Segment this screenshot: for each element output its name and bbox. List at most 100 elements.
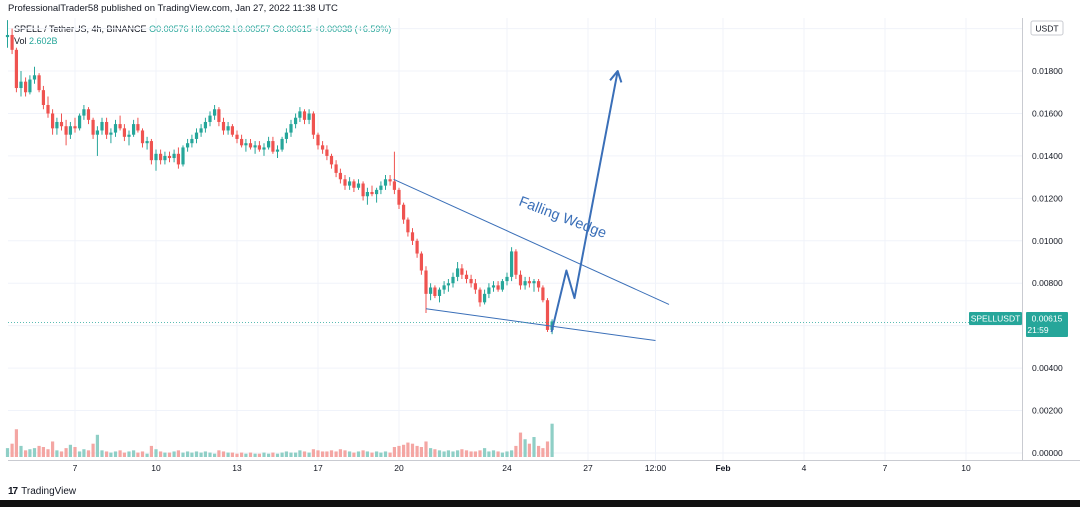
price-tick-label: 0.00000 xyxy=(1032,448,1063,458)
volume-bar xyxy=(50,441,55,457)
volume-bar xyxy=(203,451,208,457)
candle-body xyxy=(455,268,460,277)
volume-bar xyxy=(136,452,140,457)
time-tick-label: 24 xyxy=(502,463,512,473)
time-tick-label: 7 xyxy=(883,463,888,473)
volume-bar xyxy=(109,452,113,457)
candle-body xyxy=(464,274,469,279)
volume-bar xyxy=(163,452,167,457)
arrow-head-icon xyxy=(609,70,623,83)
volume-bar xyxy=(460,449,464,457)
volume-bar xyxy=(257,453,262,457)
candle-body xyxy=(46,105,50,114)
tradingview-footer[interactable]: 17 TradingView xyxy=(8,486,76,497)
volume-bar xyxy=(509,450,514,457)
volume-bar xyxy=(158,451,163,457)
volume-bar xyxy=(428,448,433,457)
candle-body xyxy=(10,34,14,50)
candle-body xyxy=(122,128,127,137)
candle-body xyxy=(50,113,55,129)
volume-bar xyxy=(361,450,365,457)
candle-body xyxy=(374,189,379,195)
candle-body xyxy=(401,204,406,220)
volume-bar xyxy=(59,451,64,457)
time-tick-label: 10 xyxy=(961,463,971,473)
volume-bar xyxy=(365,451,370,457)
candle-body xyxy=(37,75,41,91)
candle-body xyxy=(523,281,527,286)
price-tick-label: 0.01600 xyxy=(1032,108,1063,118)
volume-bar xyxy=(275,453,280,457)
volume-legend: Vol 2.602B xyxy=(14,36,58,46)
time-tick-label: 27 xyxy=(583,463,593,473)
volume-bar xyxy=(316,450,320,457)
volume-bar xyxy=(248,452,253,457)
currency-label: USDT xyxy=(1035,24,1058,34)
volume-bar xyxy=(356,451,361,457)
price-tick-label: 0.01800 xyxy=(1032,66,1063,76)
volume-bar xyxy=(41,447,46,457)
candle-body xyxy=(59,121,64,127)
volume-bars xyxy=(5,423,554,457)
candle-body xyxy=(365,192,370,197)
wedge-lines xyxy=(393,178,670,342)
candles xyxy=(5,20,554,335)
currency-badge[interactable]: USDT xyxy=(1030,20,1064,36)
candle-body xyxy=(383,179,388,186)
volume-bar xyxy=(167,452,172,457)
volume-label: Vol xyxy=(14,36,27,46)
candle-body xyxy=(68,126,73,135)
candle-body xyxy=(532,281,536,284)
candle-body xyxy=(239,138,244,146)
candle-body xyxy=(293,117,298,125)
time-tick-label: 20 xyxy=(394,463,404,473)
volume-bar xyxy=(55,450,59,457)
candle-body xyxy=(235,134,239,139)
volume-bar xyxy=(302,451,307,457)
candle-body xyxy=(248,143,253,148)
candle-body xyxy=(419,253,424,271)
volume-bar xyxy=(244,453,248,457)
volume-bar xyxy=(541,448,545,457)
volume-bar xyxy=(379,452,383,457)
volume-bar xyxy=(392,447,397,457)
volume-bar xyxy=(482,448,487,457)
candle-body xyxy=(181,147,185,165)
candle-body xyxy=(469,279,473,284)
volume-bar xyxy=(388,452,392,457)
volume-bar xyxy=(37,445,41,457)
volume-bar xyxy=(118,450,122,457)
volume-bar xyxy=(433,449,437,457)
price-axis[interactable]: 0.020000.018000.016000.014000.012000.010… xyxy=(1022,18,1063,460)
candle-body xyxy=(352,181,356,188)
volume-bar xyxy=(145,453,149,457)
tradingview-logo-icon: 17 xyxy=(8,486,18,497)
candle-body xyxy=(541,287,545,301)
volume-bar xyxy=(10,443,14,457)
price-tag-countdown: 21:59 xyxy=(1027,325,1049,335)
candle-body xyxy=(505,276,509,282)
volume-bar xyxy=(496,451,500,457)
time-axis[interactable]: 7 10 13 17 20 24 27 12:00 Feb 4 7 10 xyxy=(8,460,1080,474)
volume-bar xyxy=(127,451,131,457)
volume-bar xyxy=(527,443,532,457)
price-tag-symbol: SPELLUSDT xyxy=(971,314,1021,324)
candle-body xyxy=(244,143,248,146)
candle-body xyxy=(41,90,46,105)
candle-body xyxy=(370,192,374,195)
candle-body xyxy=(73,126,77,129)
candle-body xyxy=(482,293,487,303)
falling-wedge-annotation: Falling Wedge xyxy=(517,194,609,242)
volume-bar xyxy=(284,451,289,457)
candle-body xyxy=(266,141,271,148)
volume-bar xyxy=(397,445,401,457)
projection-arrow-path xyxy=(550,70,619,333)
volume-bar xyxy=(172,451,176,457)
volume-bar xyxy=(68,444,73,457)
candle-body xyxy=(14,49,19,89)
volume-bar xyxy=(383,451,388,457)
time-tick-label: 10 xyxy=(151,463,161,473)
volume-bar xyxy=(491,450,496,457)
candle-body xyxy=(343,179,347,186)
